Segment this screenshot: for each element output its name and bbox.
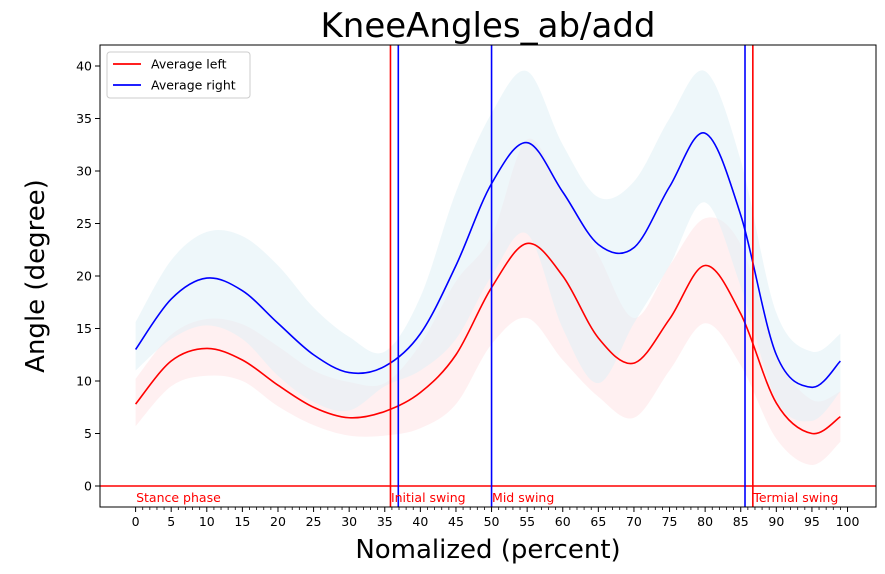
y-tick-label: 40 [76,59,92,74]
phase-annotation: Stance phase [136,490,221,505]
legend: Average left Average right [106,51,251,99]
confidence-bands [135,70,841,466]
x-tick-label: 25 [306,514,322,529]
series-line-0 [134,242,841,435]
y-tick-label: 15 [76,321,92,336]
phase-annotations: Stance phase Initial swing Mid swing Termia… [136,490,838,505]
x-tick-label: 60 [555,514,571,529]
x-axis: 0 5 10 15 20 25 30 35 40 45 50 55 60 65 70 75 80 85 90 95 10… [132,507,860,529]
x-tick-label: 50 [484,514,500,529]
x-tick-label: 75 [662,514,678,529]
x-tick-label: 40 [412,514,428,529]
x-tick-label: 5 [167,514,175,529]
y-axis-label: Angle (degree) [21,179,51,373]
reference-lines [100,45,876,507]
y-tick-label: 5 [84,426,92,441]
x-tick-label: 55 [519,514,535,529]
y-tick-label: 25 [76,216,92,231]
y-tick-label: 20 [76,269,92,284]
confidence-band-1 [135,70,841,422]
x-tick-label: 35 [377,514,393,529]
x-tick-label: 30 [341,514,357,529]
x-tick-label: 0 [132,514,140,529]
legend-box [106,51,251,99]
plot-frame [99,44,877,508]
x-tick-label: 70 [626,514,642,529]
x-tick-label: 100 [836,514,860,529]
legend-label: Average left [151,57,227,72]
phase-annotation: Termial swing [752,490,838,505]
y-tick-label: 0 [84,479,92,494]
series-lines [134,132,841,435]
legend-label: Average right [151,78,236,93]
x-tick-label: 45 [448,514,464,529]
y-axis: 0 5 10 15 20 25 30 35 40 [76,59,100,494]
y-tick-label: 30 [76,164,92,179]
x-tick-label: 20 [270,514,286,529]
x-tick-label: 65 [590,514,606,529]
phase-annotation: Initial swing [391,490,466,505]
phase-annotation: Mid swing [492,490,554,505]
x-tick-label: 95 [804,514,820,529]
y-tick-label: 10 [76,374,92,389]
x-tick-label: 90 [768,514,784,529]
y-tick-label: 35 [76,111,92,126]
x-tick-label: 15 [234,514,250,529]
x-tick-label: 85 [733,514,749,529]
series-line-1 [134,132,841,389]
x-tick-label: 80 [697,514,713,529]
chart-title: KneeAngles_ab/add [320,6,655,46]
x-axis-label: Nomalized (percent) [355,535,620,565]
x-tick-label: 10 [199,514,215,529]
